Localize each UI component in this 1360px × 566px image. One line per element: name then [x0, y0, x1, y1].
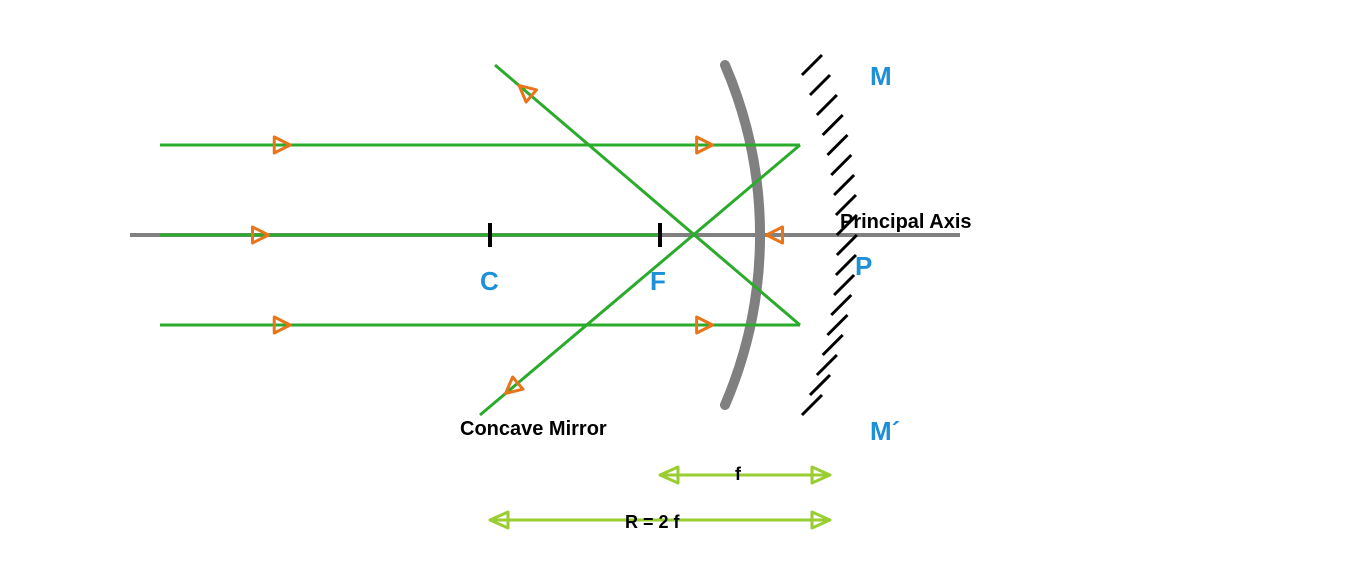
label-concave-mirror: Concave Mirror: [460, 418, 607, 440]
label-f: f: [735, 464, 742, 484]
label-C: C: [480, 266, 499, 296]
label-P: P: [855, 251, 872, 281]
label-F: F: [650, 266, 666, 296]
label-principal-axis: Principal Axis: [840, 211, 972, 233]
label-M: M: [870, 61, 892, 91]
label-M-prime: M´: [870, 416, 900, 446]
concave-mirror-diagram: M M´ P C F Principal Axis Concave Mirror…: [0, 0, 1360, 566]
light-rays: [160, 65, 800, 415]
label-R: R = 2 f: [625, 512, 681, 532]
